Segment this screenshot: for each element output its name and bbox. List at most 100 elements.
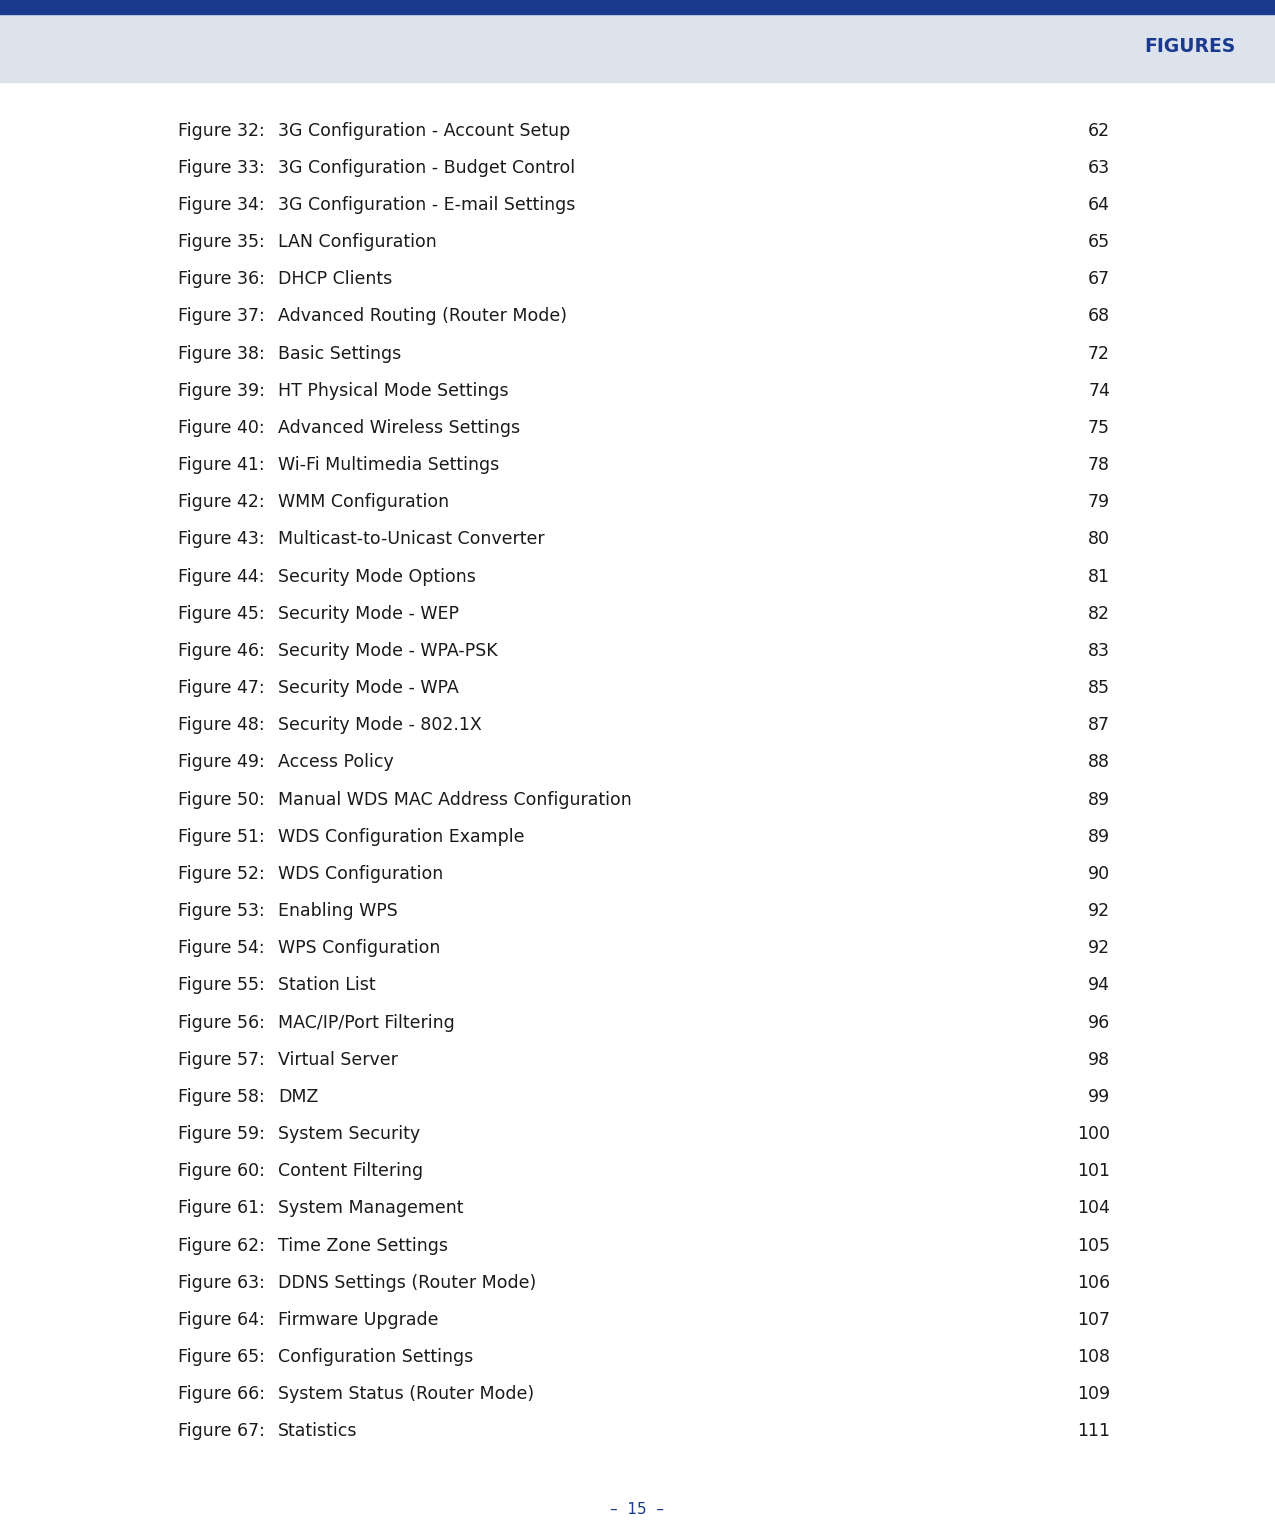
Text: WPS Configuration: WPS Configuration [278,939,440,958]
Text: 108: 108 [1077,1348,1111,1367]
Text: 83: 83 [1088,642,1111,660]
Text: 106: 106 [1077,1273,1111,1291]
Text: 104: 104 [1077,1200,1111,1218]
Text: 82: 82 [1088,605,1111,622]
Text: Security Mode - WPA: Security Mode - WPA [278,679,459,697]
Text: Figure 47:: Figure 47: [179,679,265,697]
Text: 68: 68 [1088,308,1111,325]
Text: WDS Configuration Example: WDS Configuration Example [278,827,524,846]
Text: 63: 63 [1088,159,1111,176]
Text: FIGURES: FIGURES [1144,37,1235,57]
Text: Security Mode - WPA-PSK: Security Mode - WPA-PSK [278,642,497,660]
Text: Figure 42:: Figure 42: [179,493,265,512]
Text: Figure 45:: Figure 45: [179,605,265,622]
Text: Figure 34:: Figure 34: [179,196,265,214]
Text: Figure 66:: Figure 66: [179,1385,265,1403]
Text: Security Mode - 802.1X: Security Mode - 802.1X [278,717,482,734]
Text: 92: 92 [1088,902,1111,921]
Text: 79: 79 [1088,493,1111,512]
Text: 72: 72 [1088,345,1111,363]
Text: Multicast-to-Unicast Converter: Multicast-to-Unicast Converter [278,530,544,548]
Text: Figure 38:: Figure 38: [179,345,265,363]
Text: 105: 105 [1077,1236,1111,1255]
Text: Figure 33:: Figure 33: [179,159,265,176]
Text: LAN Configuration: LAN Configuration [278,233,437,251]
Text: Figure 67:: Figure 67: [179,1422,265,1440]
Text: 94: 94 [1088,976,1111,994]
Text: 109: 109 [1077,1385,1111,1403]
Text: Figure 36:: Figure 36: [179,270,265,288]
Text: Advanced Routing (Router Mode): Advanced Routing (Router Mode) [278,308,567,325]
Text: Figure 46:: Figure 46: [179,642,265,660]
Text: Figure 49:: Figure 49: [179,754,265,772]
Text: 78: 78 [1088,457,1111,473]
Text: Figure 56:: Figure 56: [179,1014,265,1031]
Text: 62: 62 [1088,121,1111,139]
Text: Figure 32:: Figure 32: [179,121,265,139]
Text: Wi-Fi Multimedia Settings: Wi-Fi Multimedia Settings [278,457,500,473]
Text: Figure 50:: Figure 50: [179,791,265,809]
Text: DMZ: DMZ [278,1088,319,1106]
Text: Time Zone Settings: Time Zone Settings [278,1236,448,1255]
Text: 98: 98 [1088,1051,1111,1069]
Text: 89: 89 [1088,791,1111,809]
Text: 3G Configuration - E-mail Settings: 3G Configuration - E-mail Settings [278,196,575,214]
Text: 89: 89 [1088,827,1111,846]
Text: Figure 59:: Figure 59: [179,1124,265,1143]
Text: 3G Configuration - Budget Control: 3G Configuration - Budget Control [278,159,575,176]
Text: Figure 37:: Figure 37: [179,308,265,325]
Text: 65: 65 [1088,233,1111,251]
Text: Figure 39:: Figure 39: [179,381,265,400]
Text: Statistics: Statistics [278,1422,357,1440]
Text: Content Filtering: Content Filtering [278,1163,423,1180]
Bar [0,14,1275,83]
Bar [0,0,1275,14]
Text: 75: 75 [1088,418,1111,437]
Text: Basic Settings: Basic Settings [278,345,402,363]
Text: 90: 90 [1088,866,1111,882]
Text: 107: 107 [1077,1311,1111,1328]
Text: 64: 64 [1088,196,1111,214]
Text: 100: 100 [1077,1124,1111,1143]
Text: Configuration Settings: Configuration Settings [278,1348,473,1367]
Text: 96: 96 [1088,1014,1111,1031]
Text: Figure 44:: Figure 44: [179,567,264,585]
Text: Advanced Wireless Settings: Advanced Wireless Settings [278,418,520,437]
Text: Figure 64:: Figure 64: [179,1311,265,1328]
Text: Figure 43:: Figure 43: [179,530,265,548]
Text: Figure 35:: Figure 35: [179,233,265,251]
Text: 85: 85 [1088,679,1111,697]
Text: Figure 63:: Figure 63: [179,1273,265,1291]
Text: 101: 101 [1077,1163,1111,1180]
Text: Figure 48:: Figure 48: [179,717,265,734]
Text: Virtual Server: Virtual Server [278,1051,398,1069]
Text: Access Policy: Access Policy [278,754,394,772]
Text: Manual WDS MAC Address Configuration: Manual WDS MAC Address Configuration [278,791,631,809]
Text: 87: 87 [1088,717,1111,734]
Text: Figure 60:: Figure 60: [179,1163,265,1180]
Text: Figure 61:: Figure 61: [179,1200,265,1218]
Text: 111: 111 [1077,1422,1111,1440]
Text: 92: 92 [1088,939,1111,958]
Text: DHCP Clients: DHCP Clients [278,270,393,288]
Text: 67: 67 [1088,270,1111,288]
Text: Security Mode Options: Security Mode Options [278,567,476,585]
Text: Figure 41:: Figure 41: [179,457,265,473]
Text: WMM Configuration: WMM Configuration [278,493,449,512]
Text: Station List: Station List [278,976,376,994]
Text: HT Physical Mode Settings: HT Physical Mode Settings [278,381,509,400]
Text: Figure 55:: Figure 55: [179,976,265,994]
Text: System Management: System Management [278,1200,464,1218]
Text: System Status (Router Mode): System Status (Router Mode) [278,1385,534,1403]
Text: MAC/IP/Port Filtering: MAC/IP/Port Filtering [278,1014,455,1031]
Text: Figure 54:: Figure 54: [179,939,265,958]
Text: Figure 40:: Figure 40: [179,418,265,437]
Text: 99: 99 [1088,1088,1111,1106]
Text: Figure 65:: Figure 65: [179,1348,265,1367]
Text: Figure 52:: Figure 52: [179,866,265,882]
Text: 74: 74 [1088,381,1111,400]
Text: 88: 88 [1088,754,1111,772]
Text: WDS Configuration: WDS Configuration [278,866,444,882]
Text: Figure 51:: Figure 51: [179,827,265,846]
Text: 3G Configuration - Account Setup: 3G Configuration - Account Setup [278,121,570,139]
